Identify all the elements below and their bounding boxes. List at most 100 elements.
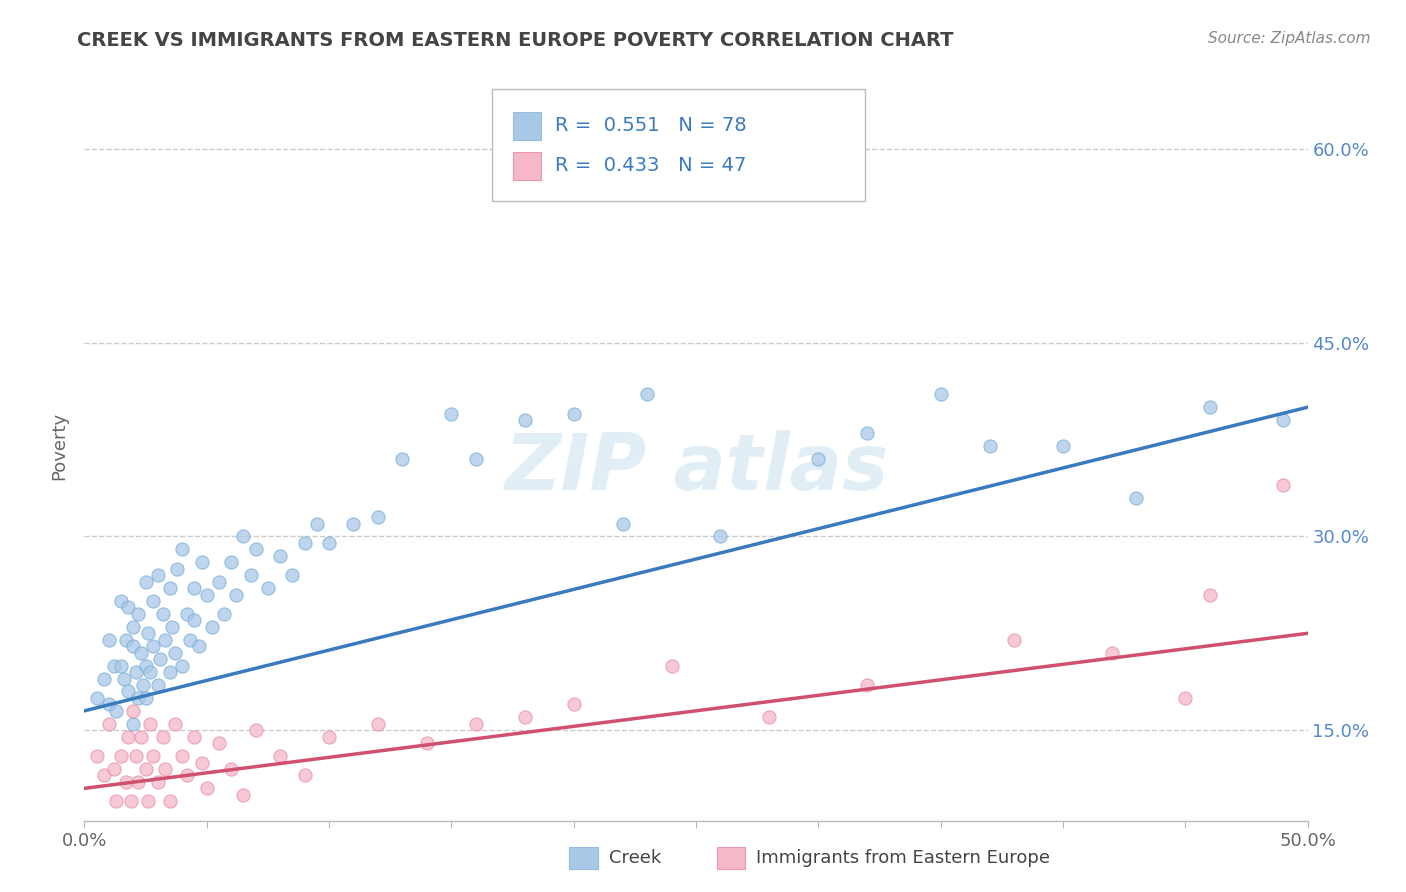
Text: Creek: Creek: [609, 848, 661, 867]
Point: [163, 646, 186, 660]
Point: [191, 756, 214, 770]
Point: [135, 658, 157, 673]
Point: [142, 749, 165, 764]
Text: R =  0.433   N = 47: R = 0.433 N = 47: [555, 156, 747, 176]
Point: [367, 716, 389, 731]
Point: [200, 620, 222, 634]
Point: [110, 749, 132, 764]
Point: [612, 516, 634, 531]
Point: [153, 632, 176, 647]
Point: [208, 574, 231, 589]
Point: [86, 749, 108, 764]
Point: [135, 574, 157, 589]
Point: [391, 451, 413, 466]
Point: [183, 581, 205, 595]
Point: [115, 775, 138, 789]
Point: [129, 730, 152, 744]
Point: [152, 607, 174, 621]
Point: [166, 562, 188, 576]
Point: [117, 684, 139, 698]
Y-axis label: Poverty: Poverty: [51, 412, 69, 480]
Point: [103, 658, 125, 673]
Point: [709, 529, 731, 543]
Point: [1125, 491, 1147, 505]
Point: [129, 646, 152, 660]
Point: [110, 594, 132, 608]
Point: [513, 710, 536, 724]
Point: [416, 736, 439, 750]
Point: [162, 620, 184, 634]
Point: [139, 665, 162, 679]
Point: [856, 426, 879, 441]
Point: [636, 387, 658, 401]
Point: [929, 387, 952, 401]
Point: [135, 762, 157, 776]
Point: [97, 698, 120, 712]
Point: [225, 588, 247, 602]
Point: [117, 600, 139, 615]
Point: [122, 716, 145, 731]
Point: [245, 723, 267, 738]
Point: [856, 678, 879, 692]
Point: [219, 555, 242, 569]
Point: [110, 658, 132, 673]
Point: [195, 781, 218, 796]
Point: [208, 736, 231, 750]
Point: [1272, 477, 1295, 491]
Point: [125, 749, 148, 764]
Point: [1052, 439, 1074, 453]
Point: [152, 730, 174, 744]
Point: [153, 762, 176, 776]
Point: [1198, 401, 1220, 415]
Point: [440, 407, 463, 421]
Text: Source: ZipAtlas.com: Source: ZipAtlas.com: [1208, 31, 1371, 46]
Point: [562, 698, 585, 712]
Point: [146, 775, 169, 789]
Point: [163, 716, 186, 731]
Point: [122, 620, 145, 634]
Point: [513, 413, 536, 427]
Point: [188, 639, 211, 653]
Point: [239, 568, 262, 582]
Text: CREEK VS IMMIGRANTS FROM EASTERN EUROPE POVERTY CORRELATION CHART: CREEK VS IMMIGRANTS FROM EASTERN EUROPE …: [77, 31, 953, 50]
Point: [120, 794, 142, 808]
Point: [281, 568, 304, 582]
Point: [139, 716, 162, 731]
Point: [176, 607, 198, 621]
Point: [122, 704, 145, 718]
Point: [1002, 632, 1025, 647]
Point: [245, 542, 267, 557]
Text: Immigrants from Eastern Europe: Immigrants from Eastern Europe: [756, 848, 1050, 867]
Text: R =  0.551   N = 78: R = 0.551 N = 78: [555, 116, 747, 136]
Point: [93, 672, 115, 686]
Point: [127, 690, 149, 705]
Point: [172, 542, 194, 557]
Point: [232, 788, 254, 802]
Point: [103, 762, 125, 776]
Point: [1198, 588, 1220, 602]
Point: [136, 794, 159, 808]
Point: [294, 536, 316, 550]
Point: [115, 632, 138, 647]
Point: [318, 730, 340, 744]
Point: [172, 658, 194, 673]
Point: [146, 678, 169, 692]
Point: [179, 632, 201, 647]
Point: [269, 749, 291, 764]
Point: [105, 704, 128, 718]
Point: [117, 730, 139, 744]
Text: ZIP atlas: ZIP atlas: [503, 431, 889, 507]
Point: [149, 652, 172, 666]
Point: [86, 690, 108, 705]
Point: [122, 639, 145, 653]
Point: [269, 549, 291, 563]
Point: [159, 581, 181, 595]
Point: [464, 451, 486, 466]
Point: [342, 516, 364, 531]
Point: [257, 581, 280, 595]
Point: [135, 690, 157, 705]
Point: [191, 555, 214, 569]
Point: [294, 768, 316, 782]
Point: [93, 768, 115, 782]
Point: [758, 710, 780, 724]
